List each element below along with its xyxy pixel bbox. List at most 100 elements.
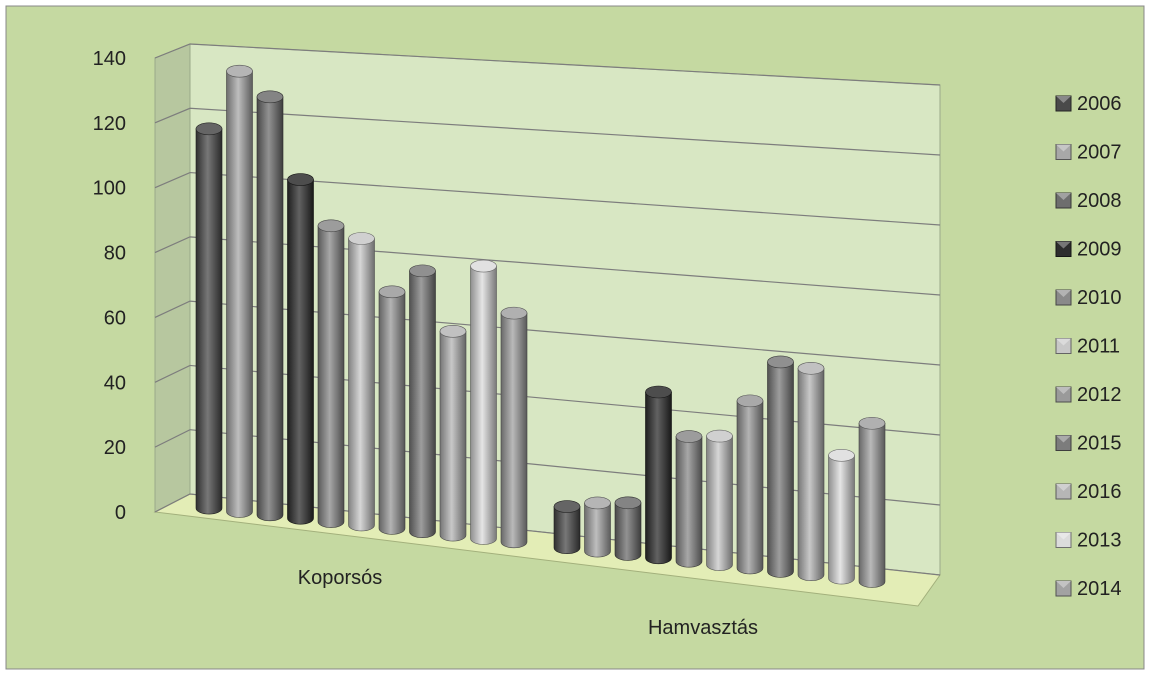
y-axis-ticks: 0 20 40 60 80 100 120 140 bbox=[93, 48, 126, 524]
bar-top bbox=[797, 361, 825, 375]
bar-top bbox=[470, 259, 497, 273]
bar-top bbox=[645, 385, 672, 399]
bar-body bbox=[348, 238, 375, 532]
bar-body bbox=[858, 422, 886, 588]
gridline bbox=[154, 43, 941, 86]
gridline bbox=[154, 364, 941, 436]
category-label: Hamvasztás bbox=[648, 617, 758, 639]
legend-label: 2011 bbox=[1077, 336, 1120, 358]
bar bbox=[226, 64, 253, 518]
bar-body bbox=[409, 270, 436, 539]
bar-top bbox=[736, 394, 764, 408]
bar-top bbox=[500, 306, 528, 320]
bar bbox=[317, 219, 345, 528]
bar-top bbox=[317, 219, 345, 233]
legend-item: 2009 bbox=[1055, 239, 1122, 261]
bar bbox=[348, 232, 375, 532]
legend-swatch-highlight bbox=[1056, 435, 1071, 443]
bar bbox=[500, 306, 528, 549]
bar-body bbox=[195, 128, 223, 515]
bar bbox=[195, 122, 223, 515]
bar bbox=[470, 259, 497, 545]
legend-item: 2011 bbox=[1055, 336, 1120, 358]
bar-body bbox=[706, 435, 733, 571]
y-tick-label: 40 bbox=[104, 372, 126, 394]
bar-body bbox=[675, 436, 703, 568]
bar bbox=[767, 355, 794, 578]
gridline bbox=[154, 107, 941, 156]
y-tick-label: 60 bbox=[104, 307, 126, 329]
bar-top bbox=[378, 285, 406, 299]
legend-label: 2014 bbox=[1077, 578, 1122, 600]
bar-top bbox=[553, 500, 581, 513]
legend-label: 2016 bbox=[1077, 481, 1122, 503]
bar bbox=[675, 430, 703, 568]
bar-body bbox=[828, 455, 855, 585]
y-tick-label: 100 bbox=[93, 178, 126, 200]
legend-swatch-highlight bbox=[1056, 290, 1071, 297]
bar bbox=[645, 385, 672, 565]
bar-body bbox=[645, 391, 672, 565]
legend-label: 2007 bbox=[1077, 142, 1122, 164]
legend-item: 2015 bbox=[1055, 433, 1122, 455]
bar-body bbox=[439, 331, 467, 542]
bar-body bbox=[317, 225, 345, 528]
legend-item: 2016 bbox=[1055, 481, 1122, 503]
legend-swatch-highlight bbox=[1056, 387, 1071, 394]
bar-body bbox=[553, 506, 581, 555]
bar-top bbox=[828, 449, 855, 462]
bar bbox=[858, 416, 886, 588]
legend-item: 2007 bbox=[1055, 142, 1122, 164]
bar bbox=[736, 394, 764, 575]
category-label: Koporsós bbox=[298, 567, 383, 589]
y-tick-label: 120 bbox=[93, 113, 126, 135]
legend-item: 2013 bbox=[1055, 530, 1122, 552]
bar-body bbox=[378, 291, 406, 535]
x-axis-categories: Koporsós Hamvasztás bbox=[298, 567, 758, 639]
bar bbox=[828, 449, 855, 585]
legend-label: 2015 bbox=[1077, 433, 1122, 455]
bar-top bbox=[226, 64, 253, 78]
legend-label: 2013 bbox=[1077, 530, 1122, 552]
bar-body bbox=[500, 312, 528, 549]
bar-top bbox=[614, 496, 642, 510]
bar-top bbox=[706, 429, 733, 443]
legend-item: 2008 bbox=[1055, 190, 1122, 212]
legend-swatch-highlight bbox=[1056, 241, 1071, 249]
legend-item: 2006 bbox=[1055, 93, 1122, 115]
legend-swatch-highlight bbox=[1056, 144, 1071, 152]
y-tick-label: 0 bbox=[115, 502, 126, 524]
legend-item: 2010 bbox=[1055, 287, 1122, 309]
bar-body bbox=[287, 179, 314, 525]
gridline bbox=[154, 236, 941, 296]
side-wall bbox=[154, 43, 191, 513]
bar bbox=[256, 90, 284, 522]
bar bbox=[797, 361, 825, 582]
legend-swatch-highlight bbox=[1056, 338, 1071, 346]
legend-label: 2009 bbox=[1077, 239, 1122, 261]
gridline bbox=[154, 300, 941, 366]
bar-top bbox=[195, 122, 223, 136]
bar-top bbox=[858, 416, 886, 430]
legend-swatch-highlight bbox=[1056, 532, 1071, 540]
bar-body bbox=[470, 265, 497, 545]
legend: 2006 2007 2008 2009 2010 2011 2012 2015 2016 2013… bbox=[1055, 93, 1122, 600]
bar bbox=[584, 496, 611, 558]
bar bbox=[706, 429, 733, 571]
bar bbox=[287, 173, 314, 525]
bar-top bbox=[675, 430, 703, 443]
bar-body bbox=[767, 361, 794, 578]
legend-swatch-highlight bbox=[1056, 484, 1071, 491]
bar bbox=[553, 500, 581, 555]
bar-body bbox=[736, 400, 764, 575]
bar-body bbox=[256, 96, 284, 522]
bar-body bbox=[614, 502, 642, 561]
legend-item: 2012 bbox=[1055, 384, 1122, 406]
bar bbox=[409, 264, 436, 539]
bar-body bbox=[226, 70, 253, 518]
bar-top bbox=[287, 173, 314, 186]
y-tick-label: 140 bbox=[93, 48, 126, 70]
bar bbox=[378, 285, 406, 535]
